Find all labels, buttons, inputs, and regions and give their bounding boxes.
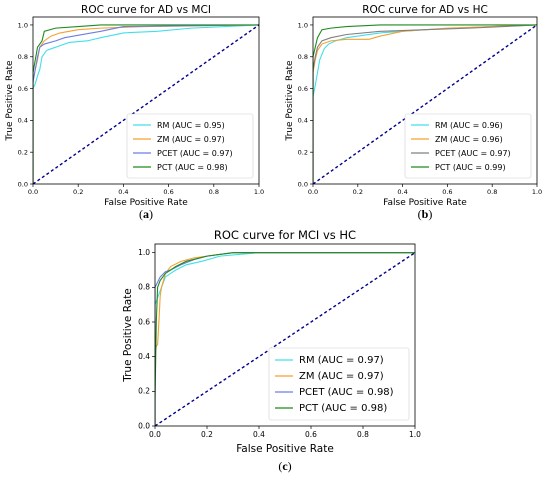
panel-label: (a) [139,207,153,221]
legend-entry: ZM (AUC = 0.97) [299,371,384,382]
y-tick-label: 0.2 [138,387,150,396]
y-tick-label: 0.0 [18,180,28,188]
chance-diagonal-line [33,24,259,184]
legend-entry: PCET (AUC = 0.97) [157,149,233,158]
x-tick-label: 1.0 [254,188,264,196]
chart-panel-b: 0.0 0.2 0.4 0.6 0.8 1.0 0.0 0.2 0.4 0.6 0.8 1.0 ROC … [285,4,542,221]
y-tick-label: 0.4 [138,352,150,361]
plot-frame [154,243,416,427]
legend-entry: ZM (AUC = 0.97) [157,135,225,144]
y-tick-label: 0.8 [138,283,150,292]
legend-entry: RM (AUC = 0.95) [157,121,225,130]
x-tick-label: 0.4 [397,188,407,196]
plot-area [313,24,537,184]
y-tick-label: 1.0 [138,248,150,257]
chance-diagonal-line [155,252,415,426]
x-tick-label: 1.0 [409,430,421,439]
y-tick-label: 0.2 [18,148,28,156]
legend-box [404,113,532,179]
series-line-pct [33,24,259,184]
x-tick-label: 0.8 [209,188,219,196]
legend-entry: RM (AUC = 0.96) [435,121,503,130]
y-tick-label: 0.8 [18,53,28,61]
y-tick-label: 0.6 [298,85,308,93]
legend: RM (AUC = 0.96) ZM (AUC = 0.96) PCET (AUC … [404,113,532,179]
x-tick-label: 0.0 [28,188,38,196]
x-tick-label: 0.2 [353,188,363,196]
series-line-pct [313,24,537,184]
series-line-pcet [313,24,537,184]
y-tick-label: 1.0 [298,21,308,29]
legend-entry: PCT (AUC = 0.98) [157,163,228,172]
chart-panel-c: 0.0 0.2 0.4 0.6 0.8 1.0 0.0 0.2 0.4 0.6 0.8 1.0 ROC … [122,228,421,473]
series-line-rm [33,24,259,184]
legend-entry: PCET (AUC = 0.98) [299,387,394,398]
legend-box [126,113,254,179]
y-tick-label: 0.0 [138,421,150,430]
x-tick-label: 0.2 [201,430,213,439]
legend-box [268,347,410,421]
x-axis-label: False Positive Rate [104,198,188,208]
chart-panel-a: 0.0 0.2 0.4 0.6 0.8 1.0 0.0 0.2 0.4 0.6 0.8 1.0 ROC … [5,4,264,221]
series-line-pct [155,252,415,426]
series-line-pcet [33,24,259,184]
chance-diagonal-line [313,24,537,184]
plot-frame [32,16,260,185]
chart-title: ROC curve for MCI vs HC [214,228,356,242]
x-tick-label: 0.6 [305,430,317,439]
y-tick-label: 0.2 [298,148,308,156]
legend-entry: PCT (AUC = 0.99) [435,163,506,172]
y-tick-label: 0.8 [298,53,308,61]
x-tick-label: 0.8 [487,188,497,196]
legend-entry: RM (AUC = 0.97) [299,355,384,366]
x-tick-label: 0.4 [253,430,265,439]
y-axis-label: True Positive Rate [5,60,15,142]
x-tick-label: 0.0 [308,188,318,196]
y-tick-label: 0.4 [18,117,28,125]
y-tick-label: 0.4 [298,117,308,125]
x-tick-label: 0.4 [118,188,128,196]
panel-label: (c) [278,459,291,473]
legend-entry: PCT (AUC = 0.98) [299,403,387,414]
y-axis-label: True Positive Rate [285,60,295,142]
legend: RM (AUC = 0.97) ZM (AUC = 0.97) PCET (AUC … [268,347,410,421]
chart-title: ROC curve for AD vs HC [362,4,488,16]
legend-entry: ZM (AUC = 0.96) [435,135,503,144]
y-tick-label: 0.6 [18,85,28,93]
legend: RM (AUC = 0.95) ZM (AUC = 0.97) PCET (AUC … [126,113,254,179]
plot-area [33,24,259,184]
x-axis-label: False Positive Rate [383,198,467,208]
legend-entry: PCET (AUC = 0.97) [435,149,511,158]
y-tick-label: 1.0 [18,21,28,29]
y-axis-label: True Positive Rate [122,288,134,383]
panel-label: (b) [418,207,433,221]
x-axis-label: False Positive Rate [236,443,334,455]
y-tick-label: 0.0 [298,180,308,188]
y-tick-label: 0.6 [138,317,150,326]
x-tick-label: 0.8 [357,430,369,439]
x-tick-label: 0.6 [442,188,452,196]
x-tick-label: 0.0 [149,430,161,439]
chart-title: ROC curve for AD vs MCI [81,4,211,16]
x-tick-label: 0.2 [73,188,83,196]
x-tick-label: 1.0 [532,188,542,196]
x-tick-label: 0.6 [163,188,173,196]
plot-frame [312,16,538,185]
plot-area [155,252,415,426]
